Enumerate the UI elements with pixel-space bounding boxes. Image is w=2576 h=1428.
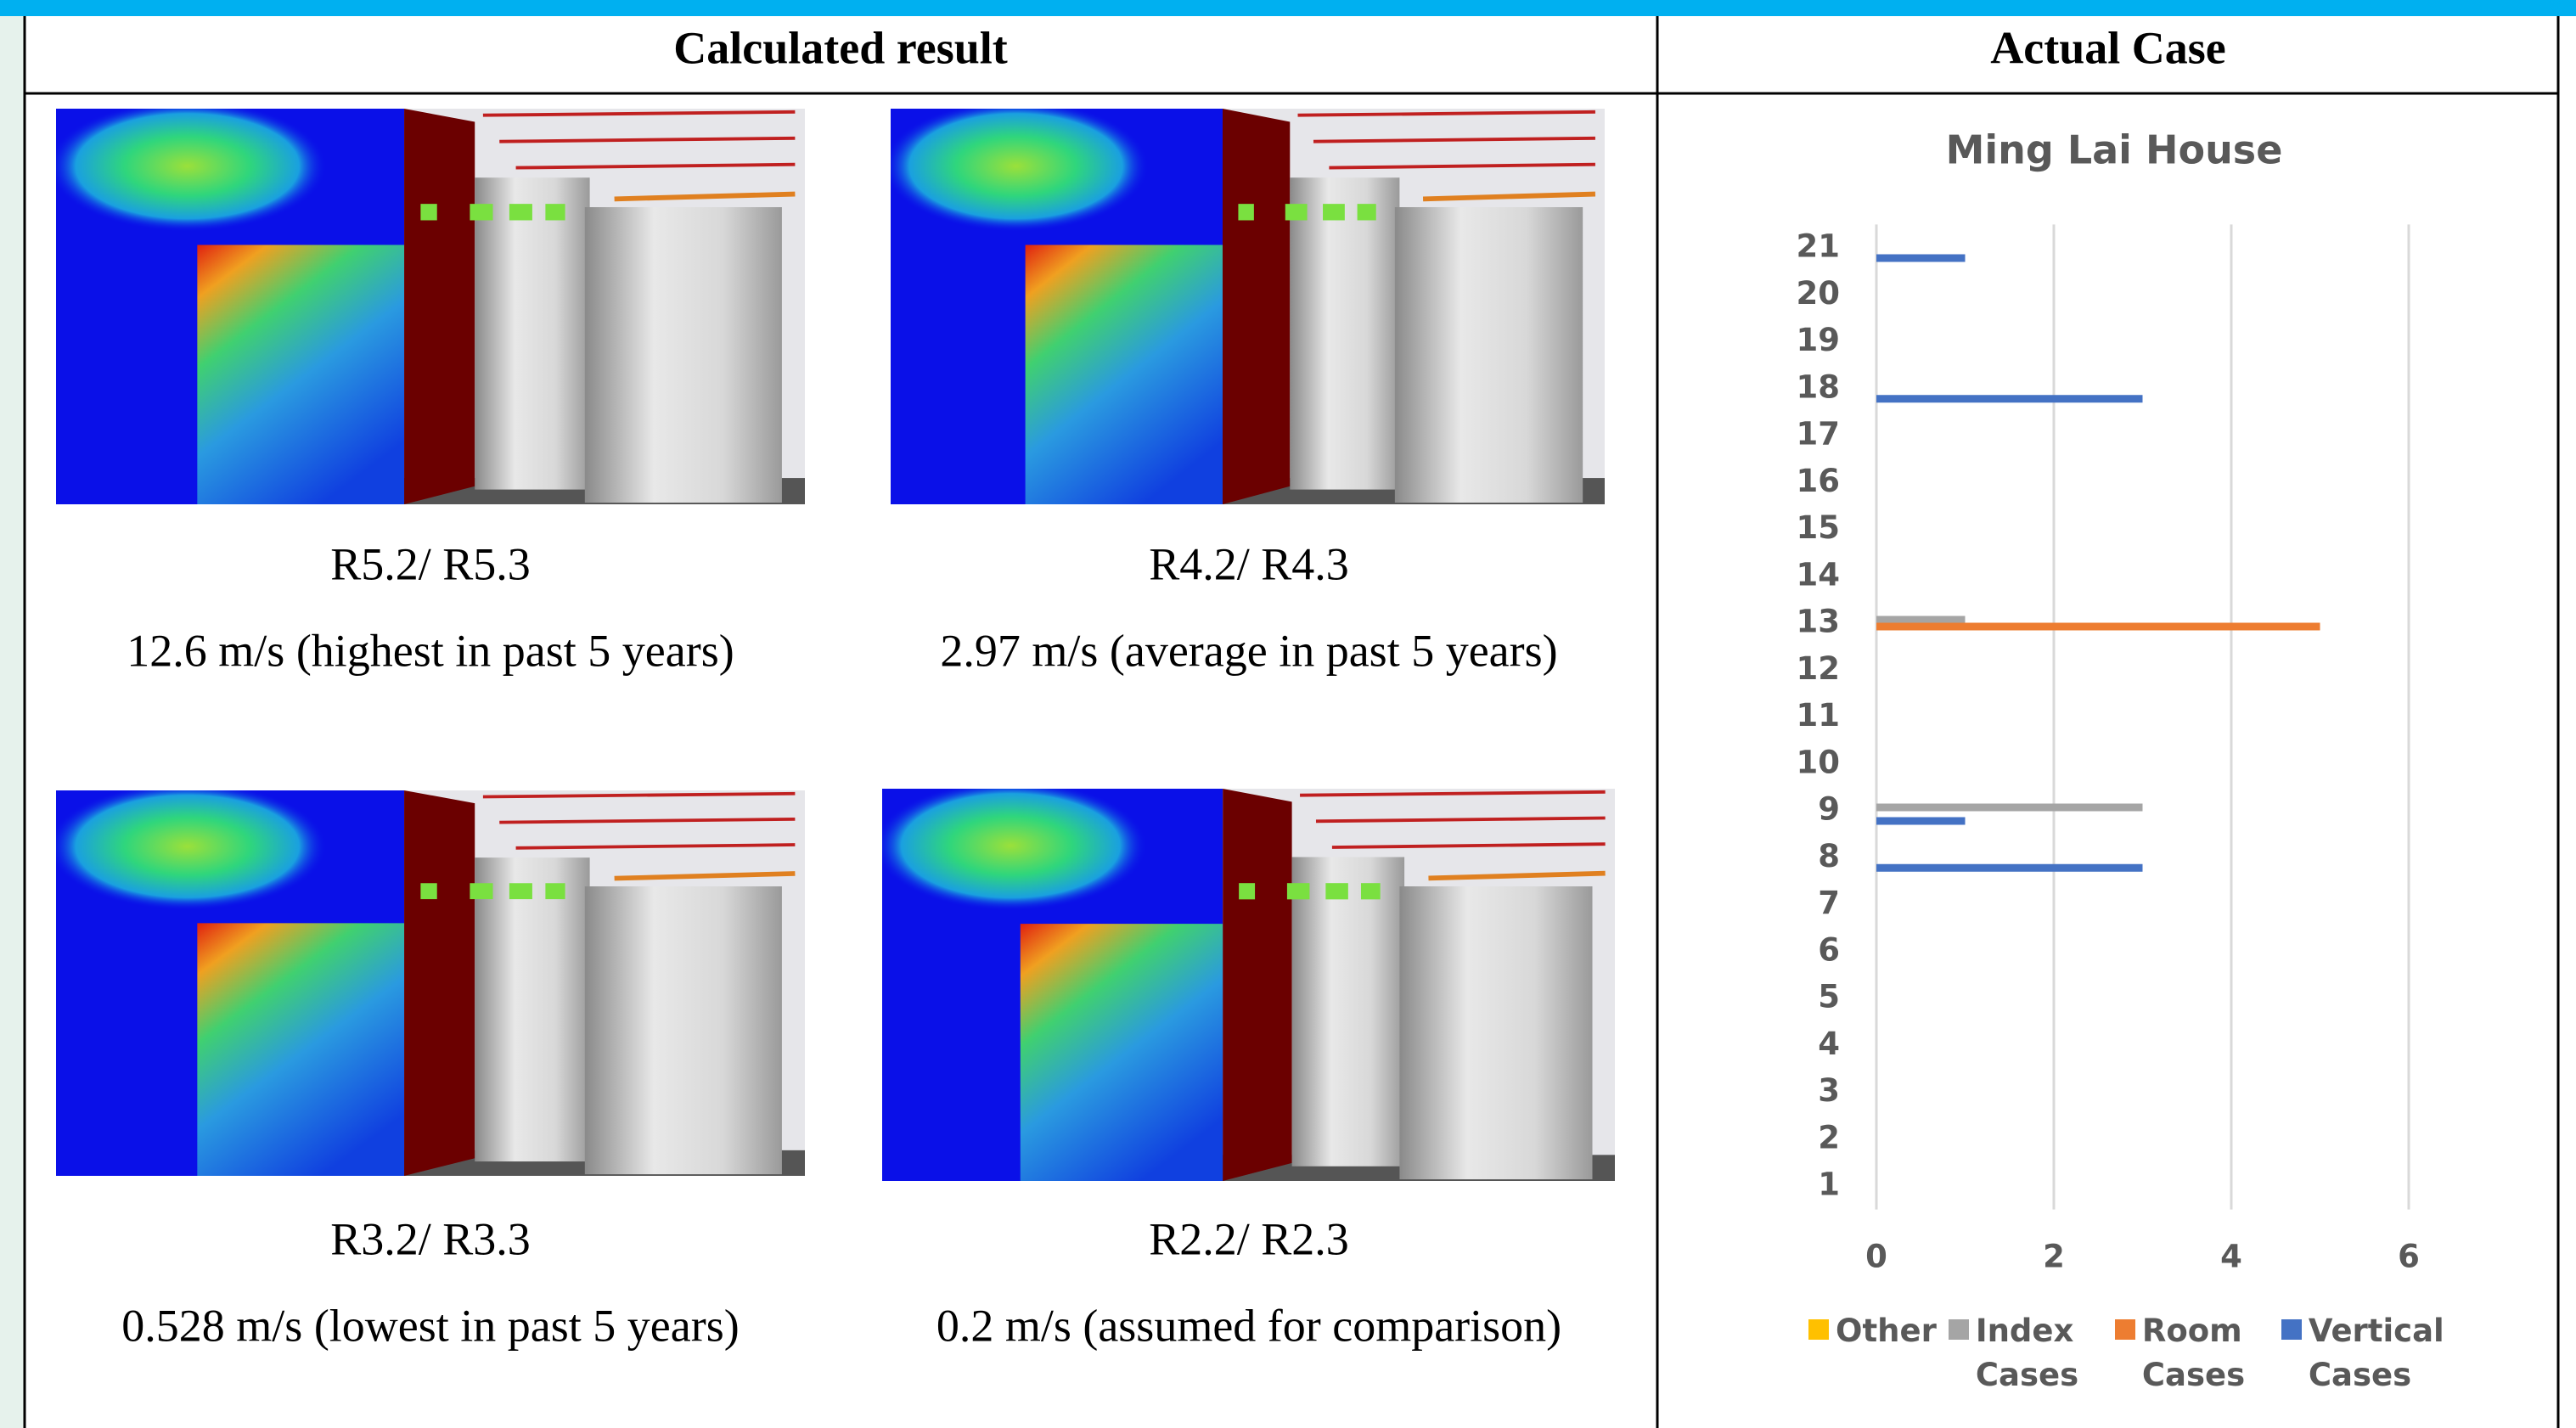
- cfd-image: [883, 100, 1605, 504]
- top-bar: [0, 0, 2576, 16]
- x-tick-label: 0: [1865, 1239, 1887, 1275]
- bar: [1876, 616, 1966, 624]
- bar: [1876, 623, 2320, 631]
- header-right: Actual Case: [1990, 22, 2225, 73]
- cfd-image: [875, 780, 1615, 1181]
- bar: [1876, 395, 2143, 402]
- y-tick-label: 15: [1797, 509, 1841, 546]
- y-tick-label: 14: [1797, 556, 1841, 593]
- y-tick-label: 4: [1818, 1026, 1840, 1062]
- legend: Other Index Cases Room Cases Vertical Cases: [1808, 1309, 2436, 1397]
- y-tick-label: 8: [1818, 838, 1840, 874]
- y-tick-label: 17: [1797, 416, 1841, 453]
- legend-label: Room Cases: [2142, 1309, 2269, 1397]
- legend-item: Vertical Cases: [2281, 1309, 2436, 1397]
- x-tick-label: 2: [2043, 1239, 2065, 1275]
- header-left: Calculated result: [673, 22, 1007, 73]
- y-tick-label: 11: [1797, 697, 1841, 734]
- legend-swatch: [2115, 1319, 2135, 1340]
- case-label: R5.2/ R5.3: [330, 538, 531, 589]
- y-tick-label: 19: [1797, 322, 1841, 358]
- y-tick-label: 9: [1818, 791, 1840, 828]
- case-label: R2.2/ R2.3: [1149, 1213, 1349, 1264]
- y-tick-label: 12: [1797, 650, 1841, 687]
- x-tick-label: 6: [2398, 1239, 2420, 1275]
- speed-label: 0.528 m/s (lowest in past 5 years): [121, 1300, 739, 1351]
- y-tick-label: 18: [1797, 368, 1841, 405]
- bar: [1876, 818, 1966, 825]
- speed-label: 12.6 m/s (highest in past 5 years): [127, 625, 734, 676]
- y-tick-label: 5: [1818, 979, 1840, 1015]
- y-tick-label: 21: [1797, 228, 1841, 265]
- y-tick-label: 10: [1797, 744, 1841, 780]
- y-tick-label: 13: [1797, 604, 1841, 640]
- y-tick-label: 20: [1797, 275, 1841, 312]
- y-tick-label: 6: [1818, 931, 1840, 968]
- y-tick-label: 7: [1818, 885, 1840, 921]
- legend-item: Index Cases: [1949, 1309, 2103, 1397]
- y-tick-label: 3: [1818, 1072, 1840, 1109]
- page: Calculated result Actual Case R5.2/ R5.3…: [0, 0, 2576, 1428]
- cfd-image: [48, 100, 805, 504]
- y-tick-label: 16: [1797, 463, 1841, 499]
- legend-swatch: [1808, 1319, 1829, 1340]
- y-tick-label: 1: [1818, 1167, 1840, 1203]
- legend-label: Index Cases: [1976, 1309, 2103, 1397]
- speed-label: 2.97 m/s (average in past 5 years): [940, 625, 1557, 676]
- y-tick-label: 2: [1818, 1119, 1840, 1155]
- case-label: R3.2/ R3.3: [330, 1213, 531, 1264]
- bar: [1876, 804, 2143, 812]
- speed-label: 0.2 m/s (assumed for comparison): [936, 1300, 1561, 1351]
- x-tick-label: 4: [2220, 1239, 2242, 1275]
- legend-label: Vertical Cases: [2309, 1309, 2436, 1397]
- bar: [1876, 864, 2143, 872]
- legend-swatch: [1949, 1319, 1969, 1340]
- legend-item: Room Cases: [2115, 1309, 2269, 1397]
- canvas: Calculated result Actual Case R5.2/ R5.3…: [0, 0, 2576, 1428]
- legend-swatch: [2281, 1319, 2302, 1340]
- case-label: R4.2/ R4.3: [1149, 538, 1349, 589]
- cfd-image: [48, 783, 805, 1176]
- bar: [1876, 255, 1966, 262]
- side-strip: [0, 16, 24, 1428]
- legend-item: Other: [1808, 1309, 1937, 1397]
- legend-label: Other: [1836, 1309, 1937, 1353]
- chart-title: Ming Lai House: [1946, 127, 2283, 173]
